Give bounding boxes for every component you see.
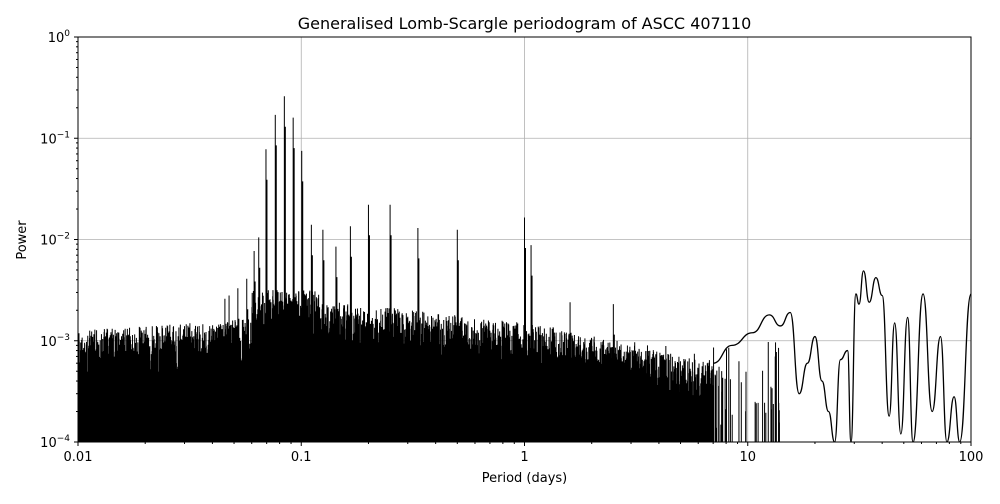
x-axis-ticks: 0.01 0.1 1 10 100 bbox=[64, 442, 984, 465]
y-tick-label: 100 bbox=[48, 29, 71, 46]
x-tick-label: 10 bbox=[739, 450, 756, 465]
y-axis-ticks: 10−4 10−3 10−2 10−1 100 bbox=[40, 29, 78, 451]
y-tick-label: 10−4 bbox=[40, 434, 70, 451]
x-tick-label: 1 bbox=[520, 450, 528, 465]
y-tick-label: 10−2 bbox=[40, 232, 70, 249]
y-tick-label: 10−1 bbox=[40, 130, 70, 147]
plot-area bbox=[78, 96, 971, 442]
chart-title: Generalised Lomb-Scargle periodogram of … bbox=[298, 14, 752, 33]
periodogram-trace-long-period bbox=[713, 270, 971, 442]
y-tick-label: 10−3 bbox=[40, 333, 70, 350]
x-tick-label: 100 bbox=[959, 450, 984, 465]
x-tick-label: 0.1 bbox=[291, 450, 312, 465]
periodogram-trace bbox=[78, 96, 780, 442]
x-axis-label: Period (days) bbox=[482, 471, 568, 486]
x-tick-label: 0.01 bbox=[64, 450, 93, 465]
y-axis-label: Power bbox=[15, 220, 30, 260]
